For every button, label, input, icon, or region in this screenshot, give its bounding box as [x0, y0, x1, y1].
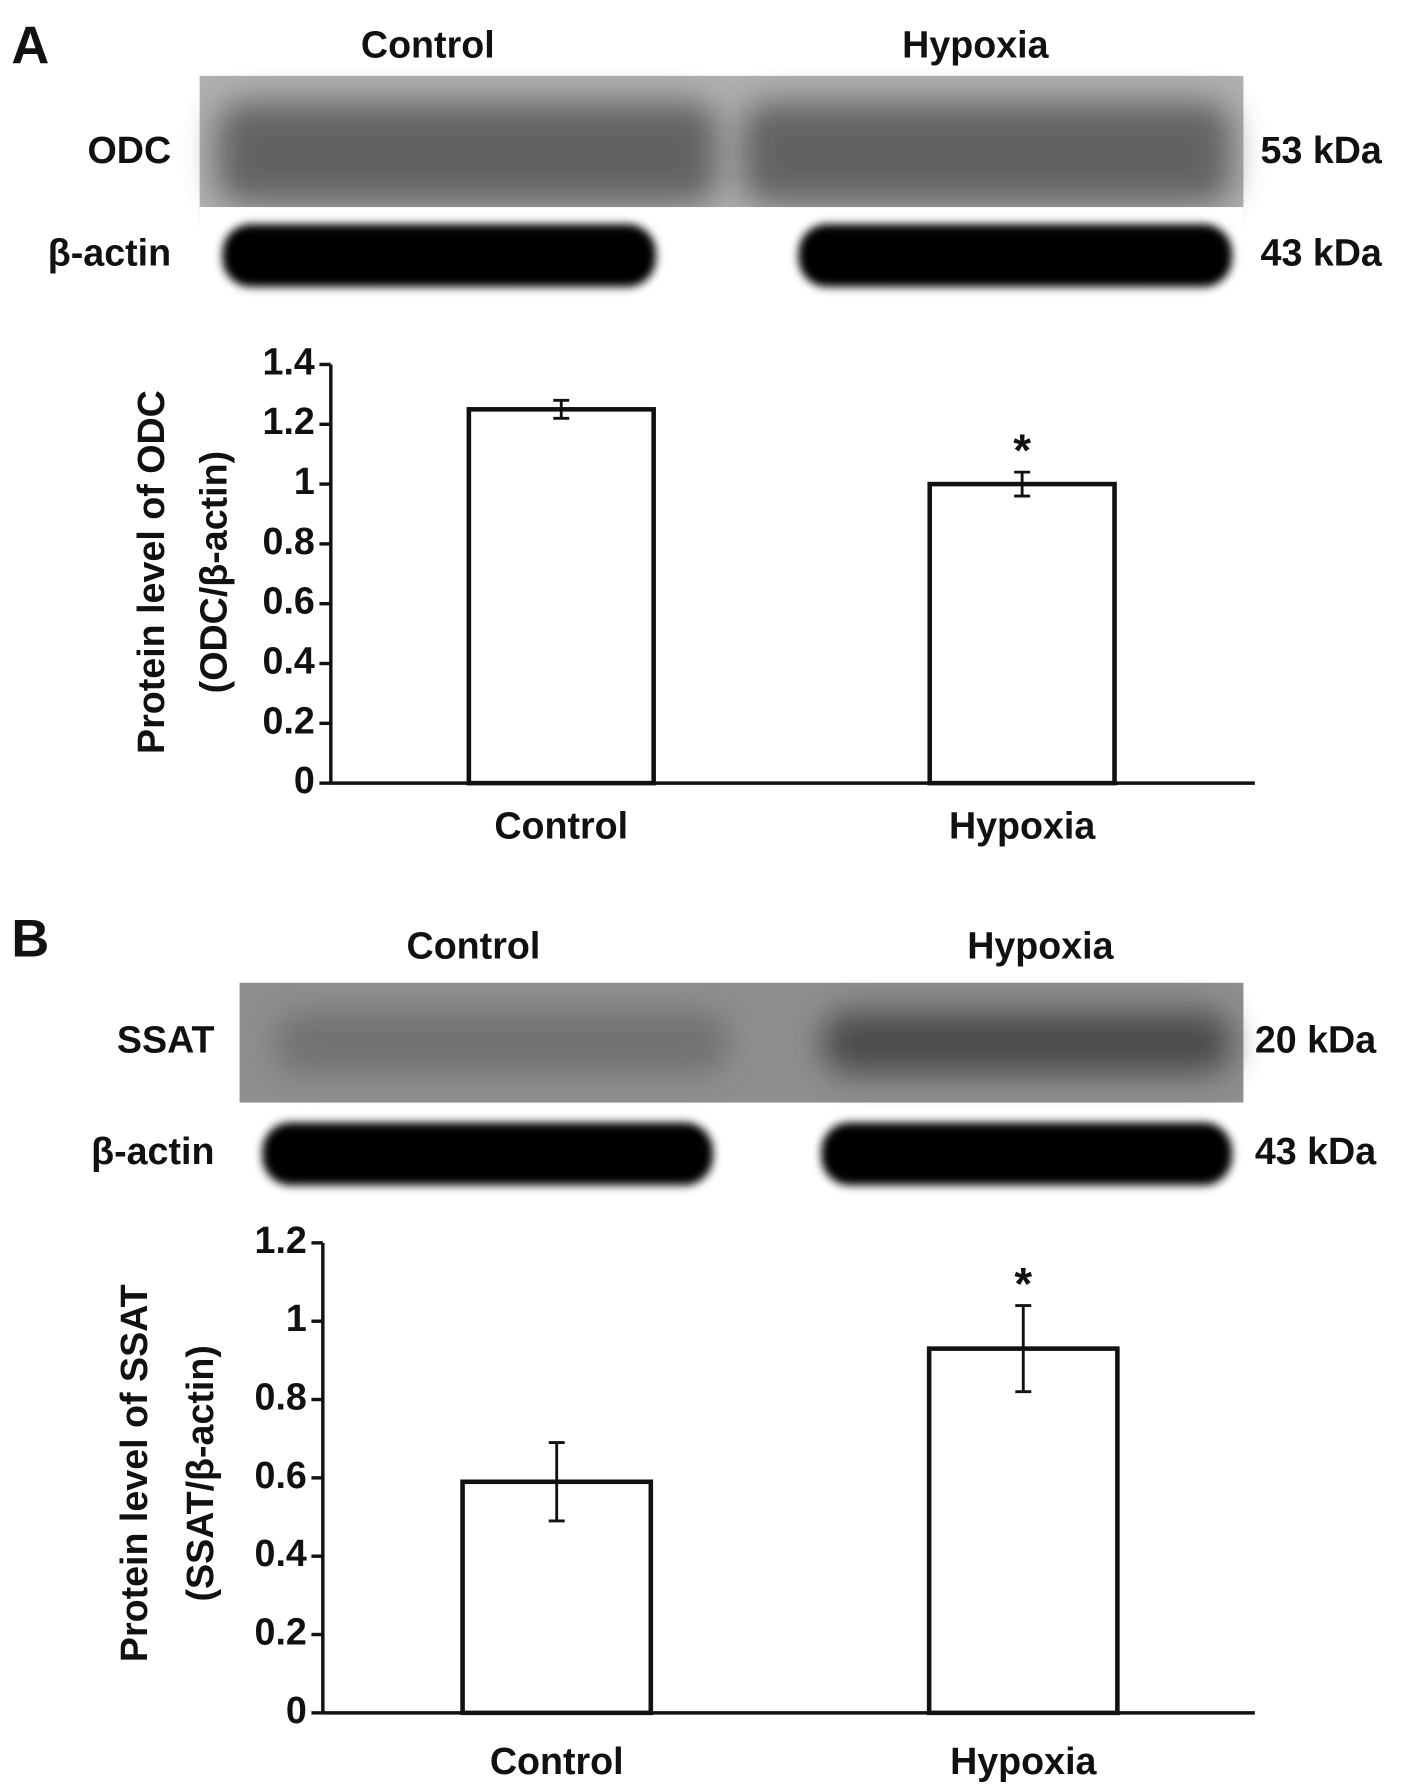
error-bar — [548, 1441, 565, 1523]
blot-size-label: 53 kDa — [1261, 129, 1383, 171]
blot-band — [821, 1011, 1233, 1075]
blot-band — [216, 101, 719, 205]
x-tick-label: Control — [494, 805, 628, 847]
y-tick-label: 1.2 — [263, 400, 315, 442]
blot-row-label: ODC — [88, 129, 172, 171]
significance-label: * — [1014, 1258, 1032, 1309]
blot-band — [273, 1011, 731, 1075]
y-tick-label: 0.2 — [263, 699, 315, 741]
y-tick-label: 1.2 — [255, 1219, 307, 1261]
panel-label: A — [11, 17, 49, 75]
bar — [926, 1346, 1120, 1716]
blot-size-label: 20 kDa — [1255, 1019, 1377, 1061]
y-tick-label: 0.4 — [263, 639, 315, 681]
blot-band — [222, 224, 656, 287]
blot-band — [262, 1122, 713, 1186]
y-tick-label: 1 — [286, 1297, 307, 1339]
lane-label: Hypoxia — [902, 23, 1049, 65]
blot-row-label: β-actin — [48, 231, 171, 273]
x-tick-label: Control — [490, 1740, 624, 1782]
blot-band — [798, 224, 1233, 287]
error-bar — [1015, 1304, 1032, 1394]
blot-row-label: SSAT — [117, 1019, 215, 1061]
bar — [466, 407, 656, 786]
y-tick-label: 0 — [294, 759, 315, 801]
y-axis-label: (SSAT/β-actin) — [179, 1345, 221, 1601]
lane-label: Control — [407, 924, 541, 966]
y-axis-label: (ODC/β-actin) — [193, 451, 235, 693]
y-tick-label: 1 — [294, 460, 315, 502]
y-tick-label: 0.6 — [263, 580, 315, 622]
y-tick-label: 0.8 — [263, 520, 315, 562]
blot-row-label: β-actin — [91, 1130, 214, 1172]
lane-label: Hypoxia — [967, 924, 1114, 966]
y-tick-label: 0.4 — [255, 1532, 307, 1574]
blot-band — [741, 101, 1233, 205]
blot-band — [821, 1122, 1233, 1186]
y-tick-label: 0 — [286, 1689, 307, 1731]
panel-label: B — [11, 911, 49, 969]
y-tick-label: 1.4 — [263, 340, 315, 382]
x-tick-label: Hypoxia — [949, 805, 1096, 847]
x-tick-label: Hypoxia — [950, 1740, 1097, 1782]
y-tick-label: 0.2 — [255, 1610, 307, 1652]
y-axis-label: Protein level of SSAT — [113, 1284, 155, 1662]
bar — [927, 481, 1117, 786]
error-bar — [553, 398, 570, 420]
lane-label: Control — [361, 23, 495, 65]
significance-label: * — [1013, 425, 1031, 476]
error-bar — [1014, 470, 1031, 498]
y-tick-label: 0.6 — [255, 1454, 307, 1496]
y-tick-label: 0.8 — [255, 1375, 307, 1417]
blot-size-label: 43 kDa — [1255, 1130, 1377, 1172]
blot-size-label: 43 kDa — [1261, 231, 1383, 273]
y-axis-label: Protein level of ODC — [130, 390, 172, 754]
